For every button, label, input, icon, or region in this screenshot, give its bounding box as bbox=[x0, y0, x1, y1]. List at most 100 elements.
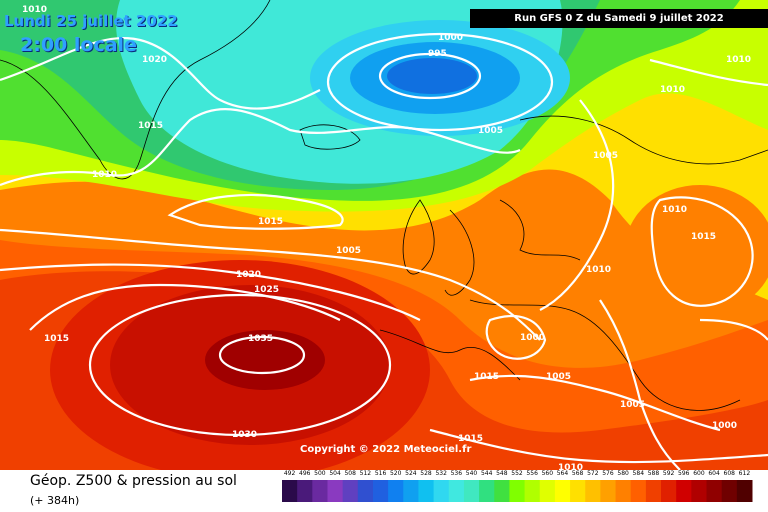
isobar-labels: 1010 1020 995 1000 1010 1015 1005 1010 1… bbox=[22, 5, 751, 470]
isobar-label: 1015 bbox=[138, 121, 163, 131]
scale-swatch bbox=[418, 480, 435, 502]
isobar-label: 1030 bbox=[232, 430, 257, 440]
scale-tick-label: 576 bbox=[602, 470, 614, 477]
scale-tick-label: 572 bbox=[587, 470, 599, 477]
scale-swatch bbox=[676, 480, 692, 502]
scale-swatch bbox=[661, 480, 677, 502]
isobar-label: 1005 bbox=[478, 126, 503, 136]
scale-swatch bbox=[539, 480, 556, 502]
scale-swatch bbox=[721, 480, 738, 502]
scale-swatch bbox=[630, 480, 647, 502]
scale-swatch bbox=[479, 480, 495, 502]
scale-tick-label: 588 bbox=[647, 470, 660, 477]
scale-swatch bbox=[494, 480, 510, 502]
scale-tick-label: 608 bbox=[723, 470, 735, 477]
isobar-label: 1015 bbox=[44, 334, 69, 344]
isobar-label: 1010 bbox=[662, 205, 687, 215]
isobar-label: 1020 bbox=[236, 270, 261, 280]
scale-tick-label: 516 bbox=[374, 470, 387, 477]
isobar-label: 1010 bbox=[558, 463, 583, 470]
isobar-label: 1005 bbox=[546, 372, 571, 382]
scale-tick-label: 496 bbox=[299, 470, 311, 477]
scale-tick-label: 540 bbox=[465, 470, 478, 477]
scale-tick-label: 580 bbox=[617, 470, 629, 477]
scale-swatch bbox=[282, 480, 298, 502]
scale-swatch bbox=[357, 480, 374, 502]
scale-swatch bbox=[615, 480, 632, 502]
scale-swatch bbox=[403, 480, 419, 502]
scale-tick-label: 556 bbox=[526, 470, 538, 477]
scale-tick-label: 512 bbox=[359, 470, 372, 477]
isobar-label: 1035 bbox=[248, 334, 273, 344]
color-scale-bar bbox=[282, 480, 753, 502]
isobar-label: 995 bbox=[428, 49, 447, 59]
scale-tick-label: 568 bbox=[571, 470, 584, 477]
isobar-label: 1005 bbox=[593, 151, 618, 161]
scale-tick-label: 548 bbox=[496, 470, 508, 477]
scale-tick-label: 552 bbox=[511, 470, 523, 477]
scale-tick-label: 544 bbox=[480, 470, 493, 477]
isobar-label: 1015 bbox=[458, 434, 483, 444]
scale-tick-label: 560 bbox=[541, 470, 554, 477]
scale-swatch bbox=[600, 480, 617, 502]
isobars bbox=[0, 32, 768, 470]
scale-swatch bbox=[554, 480, 571, 502]
scale-tick-label: 592 bbox=[662, 470, 675, 477]
east-warm bbox=[625, 185, 768, 315]
forecast-range: (+ 384h) bbox=[30, 494, 80, 507]
scale-swatch bbox=[433, 480, 450, 502]
forecast-date: Lundi 25 juillet 2022 bbox=[4, 12, 178, 30]
scale-swatch bbox=[706, 480, 723, 502]
copyright-text: Copyright © 2022 Meteociel.fr bbox=[300, 444, 472, 455]
isobar-label: 1015 bbox=[258, 217, 283, 227]
isobar-label: 1010 bbox=[586, 265, 611, 275]
isobar-label: 1010 bbox=[660, 85, 685, 95]
scale-tick-label: 596 bbox=[678, 470, 690, 477]
legend-title: Géop. Z500 & pression au sol bbox=[30, 473, 237, 489]
isobar-label: 1000 bbox=[438, 33, 463, 43]
scale-swatch bbox=[524, 480, 541, 502]
scale-tick-label: 600 bbox=[693, 470, 705, 477]
scale-swatch bbox=[297, 480, 313, 502]
isobar-label: 1010 bbox=[22, 5, 47, 15]
isobar-label: 1005 bbox=[620, 400, 645, 410]
scale-tick-label: 508 bbox=[344, 470, 356, 477]
scale-tick-label: 604 bbox=[708, 470, 720, 477]
scale-tick-label: 520 bbox=[389, 470, 402, 477]
coastlines bbox=[0, 0, 768, 411]
weather-map: 1010 1020 995 1000 1010 1015 1005 1010 1… bbox=[0, 0, 768, 470]
scale-tick-label: 532 bbox=[435, 470, 447, 477]
model-run-banner: Run GFS 0 Z du Samedi 9 juillet 2022 bbox=[470, 9, 768, 28]
scale-tick-label: 584 bbox=[632, 470, 645, 477]
scale-swatch bbox=[372, 480, 389, 502]
scale-swatch bbox=[691, 480, 708, 502]
scale-swatch bbox=[570, 480, 586, 502]
isobar-label: 1015 bbox=[474, 372, 499, 382]
scale-tick-label: 564 bbox=[556, 470, 569, 477]
scale-tick-label: 612 bbox=[738, 470, 751, 477]
scale-swatch bbox=[448, 480, 465, 502]
scale-tick-label: 504 bbox=[329, 470, 341, 477]
isobar-label: 1000 bbox=[520, 333, 545, 343]
isobar-label: 1020 bbox=[142, 55, 167, 65]
scale-swatch bbox=[327, 480, 344, 502]
isobar-label: 1015 bbox=[691, 232, 716, 242]
low-center bbox=[387, 58, 477, 94]
scale-swatch bbox=[388, 480, 404, 502]
isobar-label: 1005 bbox=[336, 246, 361, 256]
scale-swatch bbox=[509, 480, 526, 502]
scale-swatch bbox=[342, 480, 359, 502]
scale-swatch bbox=[312, 480, 328, 502]
color-scale-labels: 492 496 500 504 508 512 516 520 524 528 532 536 540 5… bbox=[282, 470, 762, 482]
scale-tick-label: 536 bbox=[450, 470, 463, 477]
legend-footer: Géop. Z500 & pression au sol (+ 384h) 49… bbox=[0, 470, 768, 512]
scale-tick-label: 524 bbox=[405, 470, 417, 477]
scale-tick-label: 528 bbox=[420, 470, 432, 477]
scale-swatch bbox=[585, 480, 601, 502]
isobar-label: 1025 bbox=[254, 285, 279, 295]
scale-tick-label: 500 bbox=[314, 470, 326, 477]
scale-swatch bbox=[736, 480, 753, 502]
scale-swatch bbox=[463, 480, 480, 502]
scale-swatch bbox=[645, 480, 662, 502]
